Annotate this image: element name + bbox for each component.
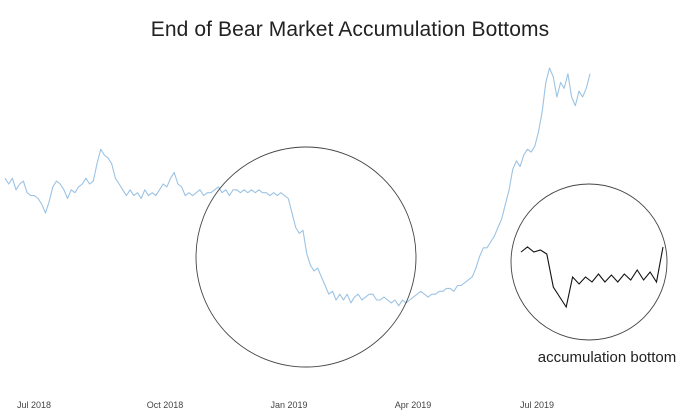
x-tick-label: Jul 2018 (17, 400, 51, 410)
inset-accumulation-bottom (520, 246, 664, 309)
x-axis-ticks: Jul 2018 Oct 2018 Jan 2019 Apr 2019 Jul 2019 (17, 400, 554, 410)
accumulation-circle (195, 146, 417, 368)
price-series (4, 67, 591, 307)
x-tick-label: Apr 2019 (395, 400, 432, 410)
x-tick-label: Jan 2019 (270, 400, 307, 410)
inset-circle (510, 183, 668, 341)
inset-line (520, 246, 664, 309)
inset-label: accumulation bottom (538, 349, 676, 366)
price-line (4, 67, 591, 307)
x-tick-label: Jul 2019 (520, 400, 554, 410)
x-tick-label: Oct 2018 (147, 400, 184, 410)
chart-title: End of Bear Market Accumulation Bottoms (150, 18, 550, 41)
